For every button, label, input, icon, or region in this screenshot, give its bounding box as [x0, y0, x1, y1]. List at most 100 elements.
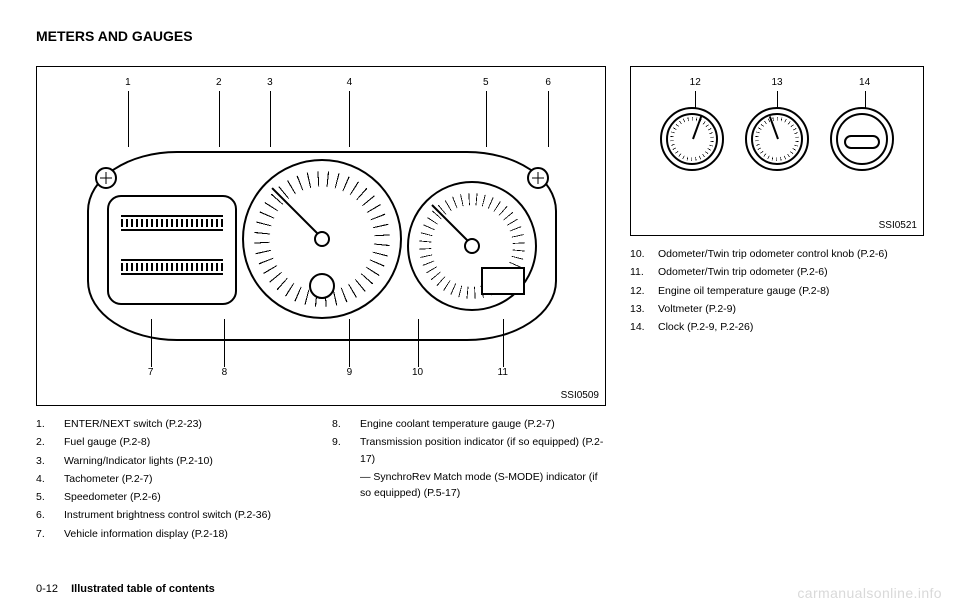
callout-number: 2 — [216, 77, 222, 88]
figure-main: 1 2 3 4 5 6 — [36, 66, 606, 406]
odometer-display — [481, 267, 525, 295]
right-column: 121314 SSI0521 10.Odometer — [630, 66, 924, 544]
lcd-row — [121, 215, 223, 231]
clock-slot — [844, 135, 880, 149]
legend-item-text: Fuel gauge (P.2-8) — [64, 434, 150, 450]
legend-item-number: 5. — [36, 489, 54, 505]
legend-item-text: ENTER/NEXT switch (P.2-23) — [64, 416, 202, 432]
legend-item-text: Engine oil temperature gauge (P.2-8) — [658, 283, 829, 299]
callout-number: 1 — [125, 77, 131, 88]
legend-item-number: 9. — [332, 434, 350, 467]
legend-item-number: 14. — [630, 319, 648, 335]
legend-item: 12. Engine oil temperature gauge (P.2-8) — [630, 283, 924, 299]
voltmeter-gauge — [745, 107, 809, 171]
legend-item-number: 8. — [332, 416, 350, 432]
legend-item-number: 12. — [630, 283, 648, 299]
callout-line — [503, 319, 504, 367]
legend-right: 10. Odometer/Twin trip odometer control k… — [630, 246, 924, 335]
info-display-panel — [107, 195, 237, 305]
legend-item: 8. Engine coolant temperature gauge (P.2-… — [332, 416, 606, 432]
left-column: 1 2 3 4 5 6 — [36, 66, 606, 544]
legend-item-text: Clock (P.2-9, P.2-26) — [658, 319, 753, 335]
legend-item-text: Instrument brightness control switch (P.… — [64, 507, 271, 523]
legend-item: 7.Vehicle information display (P.2-18) — [36, 526, 310, 542]
legend-item-number: 13. — [630, 301, 648, 317]
legend-item-text: Vehicle information display (P.2-18) — [64, 526, 228, 542]
gauge-ticks — [670, 117, 714, 161]
callout-line — [151, 319, 152, 367]
legend-item-text: Voltmeter (P.2-9) — [658, 301, 736, 317]
legend-item-text: Engine coolant temperature gauge (P.2-7) — [360, 416, 555, 432]
page-number: 0-12 — [36, 583, 58, 595]
legend-subitem: — SynchroRev Match mode (S-MODE) indicat… — [332, 469, 606, 502]
legend-item-text: Warning/Indicator lights (P.2-10) — [64, 453, 213, 469]
gauge-hub — [464, 238, 480, 254]
legend-item-text: Tachometer (P.2-7) — [64, 471, 153, 487]
screw-icon — [527, 167, 549, 189]
callout-line — [270, 91, 271, 147]
legend-item: 11. Odometer/Twin trip odometer (P.2-6) — [630, 264, 924, 280]
callout-number: 13 — [771, 77, 782, 88]
legend-item: 1. ENTER/NEXT switch (P.2-23) — [36, 416, 310, 432]
legend-item: 6. Instrument brightness control switch (… — [36, 507, 310, 523]
callout-line — [349, 319, 350, 367]
legend-item: 14. Clock (P.2-9, P.2-26) — [630, 319, 924, 335]
legend-item-number: 6. — [36, 507, 54, 523]
callout-number: 12 — [690, 77, 701, 88]
aux-gauges — [631, 107, 923, 171]
callout-line — [224, 319, 225, 367]
callouts-top: 12 13 14 — [631, 77, 923, 91]
section-title: Illustrated table of contents — [71, 583, 215, 595]
legend-item-number: 3. — [36, 453, 54, 469]
legend-item-text: Odometer/Twin trip odometer (P.2-6) — [658, 264, 828, 280]
callout-number: 11 — [498, 367, 508, 378]
figure-id: SSI0509 — [561, 390, 599, 401]
legend-col-1: 1. ENTER/NEXT switch (P.2-23) 2. Fuel gauge… — [36, 416, 310, 544]
callout-number: 9 — [347, 367, 353, 378]
callout-number: 4 — [347, 77, 353, 88]
callout-number: 3 — [267, 77, 273, 88]
page-footer: 0-12 Illustrated table of contents — [36, 583, 215, 595]
legend-item-number: 11. — [630, 264, 648, 280]
callout-number: 10 — [412, 367, 423, 378]
legend-col-2: 8. Engine coolant temperature gauge (P.2-… — [332, 416, 606, 544]
legend-columns: 1. ENTER/NEXT switch (P.2-23) 2. Fuel gauge… — [36, 416, 606, 544]
legend-item: 2. Fuel gauge (P.2-8) — [36, 434, 310, 450]
legend-item: 5. Speedometer (P.2-6) — [36, 489, 310, 505]
callout-number: 7 — [148, 367, 154, 378]
speedometer-gauge — [407, 181, 537, 311]
gauge-hub — [314, 231, 330, 247]
watermark: carmanualsonline.info — [797, 585, 942, 601]
lcd-row — [121, 259, 223, 275]
callout-line — [349, 91, 350, 147]
legend-item-number: 10. — [630, 246, 648, 262]
callout-line — [418, 319, 419, 367]
clock-gauge — [830, 107, 894, 171]
callouts-top: 1 2 3 4 5 6 — [37, 77, 605, 91]
gauge-cluster — [87, 151, 557, 341]
callout-line — [548, 91, 549, 147]
legend-item-text: Speedometer (P.2-6) — [64, 489, 161, 505]
callout-line — [486, 91, 487, 147]
callout-number: 8 — [222, 367, 228, 378]
legend-item-number: 4. — [36, 471, 54, 487]
legend-item: 13. Voltmeter (P.2-9) — [630, 301, 924, 317]
callouts-bottom: 7 8 9 10 11 — [37, 367, 605, 381]
figure-id: SSI0521 — [879, 220, 917, 231]
callout-number: 5 — [483, 77, 489, 88]
callout-number: 6 — [545, 77, 551, 88]
content-row: 123456 — [36, 66, 924, 544]
legend-item: 4. Tachometer (P.2-7) — [36, 471, 310, 487]
callout-line — [128, 91, 129, 147]
figure-aux: 12 13 14 SSI0521 — [630, 66, 924, 236]
oil-temp-gauge — [660, 107, 724, 171]
legend-item-number: 2. — [36, 434, 54, 450]
legend-item-text: Odometer/Twin trip odometer control knob… — [658, 246, 888, 262]
gauge-subdial — [309, 273, 335, 299]
callout-number: 14 — [859, 77, 870, 88]
legend-item: 3. Warning/Indicator lights (P.2-10) — [36, 453, 310, 469]
legend-item-number: 1. — [36, 416, 54, 432]
legend-item-text: Transmission position indicator (if so e… — [360, 434, 606, 467]
legend-item: 10. Odometer/Twin trip odometer control k… — [630, 246, 924, 262]
callout-line — [219, 91, 220, 147]
